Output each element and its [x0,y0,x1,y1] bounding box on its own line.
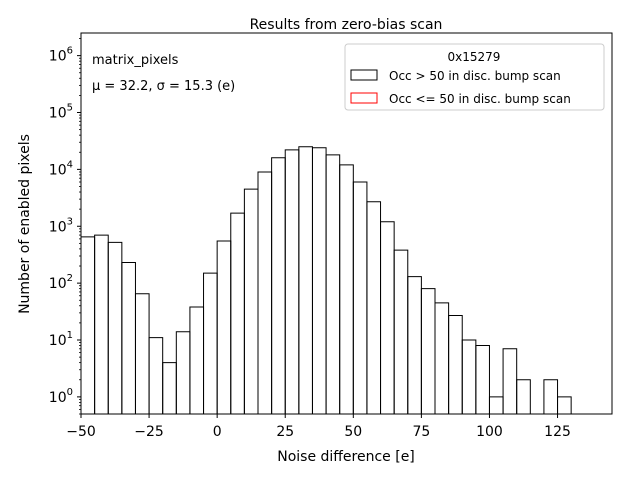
y-tick-label: 106 [49,46,73,65]
annotation-dataset-name: matrix_pixels [92,53,179,68]
y-tick-label: 103 [49,216,73,235]
annotation-mean-sigma: μ = 32.2, σ = 15.3 (e) [92,79,235,94]
x-tick-label: 0 [213,424,222,440]
legend-label-occ-low: Occ <= 50 in disc. bump scan [389,92,571,106]
y-axis-label: Number of enabled pixels [17,134,33,314]
x-tick-label: 100 [476,424,503,440]
plot-frame [80,32,613,415]
histogram-bar [516,379,531,414]
legend: 0x15279 Occ > 50 in disc. bump scan Occ … [344,43,605,111]
x-tick-label: −50 [66,424,96,440]
y-tick-label: 101 [49,330,73,349]
y-tick-label: 100 [49,387,73,406]
y-tick-label: 102 [49,273,73,292]
legend-title: 0x15279 [448,50,501,64]
histogram-bar [557,396,572,414]
legend-box [344,43,605,111]
x-axis-ticks: −50 −25 0 25 50 75 100 125 [66,414,571,440]
legend-swatch-occ-low [350,92,378,104]
x-tick-label: 125 [544,424,571,440]
x-tick-label: 25 [276,424,294,440]
x-axis-label: Noise difference [e] [277,449,415,465]
y-tick-label: 104 [49,159,73,178]
y-axis-ticks: 100 101 102 103 104 105 106 [49,38,81,415]
y-tick-label: 105 [49,103,73,122]
histogram-bars [80,146,572,414]
x-tick-label: −25 [134,424,164,440]
x-tick-label: 75 [412,424,430,440]
legend-swatch-occ-high [350,69,378,81]
chart-title: Results from zero-bias scan [250,17,443,33]
x-tick-label: 50 [344,424,362,440]
legend-label-occ-high: Occ > 50 in disc. bump scan [389,69,561,83]
histogram-bar [475,345,490,414]
